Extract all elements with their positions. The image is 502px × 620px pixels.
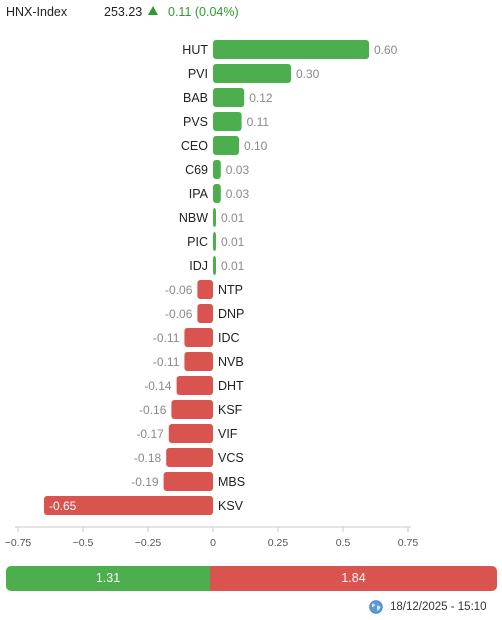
value-label: -0.11 [153,355,180,369]
category-label: DHT [218,379,244,393]
index-value: 253.23 [104,5,143,19]
category-label: PVS [183,115,208,129]
total-down-value: 1.84 [341,571,366,585]
value-label: 0.01 [221,235,245,249]
bar-nbw [213,208,216,227]
bar-hut [213,40,369,59]
bar-mbs [163,472,213,491]
value-label: 0.12 [249,91,273,105]
globe-icon [369,600,383,614]
value-label: -0.18 [134,451,162,465]
index-change: 0.11 (0.04%) [168,5,239,19]
category-label: PVI [188,67,208,81]
value-label: 0.01 [221,211,245,225]
bar-ksv [44,496,213,515]
bar-ksf [171,400,213,419]
category-label: PIC [187,235,208,249]
category-label: NTP [218,283,243,297]
up-triangle-icon [148,6,158,15]
category-label: IDC [218,331,240,345]
bar-c69 [213,160,221,179]
value-label: -0.17 [136,427,164,441]
category-label: IDJ [189,259,208,273]
total-down-segment: 1.84 [210,566,497,591]
bar-dnp [197,304,213,323]
category-label: KSV [218,499,244,513]
bar-pvs [213,112,242,131]
x-tick-label: −0.75 [5,537,32,549]
update-timestamp: 18/12/2025 - 15:10 [390,601,487,613]
bar-ntp [197,280,213,299]
value-label: 0.10 [244,139,268,153]
value-label: 0.01 [221,259,245,273]
value-label: 0.03 [226,187,250,201]
value-label: 0.30 [296,67,320,81]
category-label: IPA [189,187,209,201]
value-label: -0.06 [165,283,193,297]
category-label: NBW [179,211,208,225]
bar-dht [176,376,213,395]
bar-vcs [166,448,213,467]
x-tick-label: 0 [210,537,216,549]
x-tick-label: 0.25 [268,537,289,549]
category-label: HUT [182,43,208,57]
x-tick-label: 0.5 [336,537,351,549]
totals-bar: 1.31 1.84 [6,566,497,591]
value-label: -0.11 [153,331,180,345]
value-label: -0.19 [131,475,159,489]
bar-nvb [184,352,213,371]
category-label: DNP [218,307,244,321]
category-label: CEO [181,139,208,153]
footer: 18/12/2025 - 15:10 [369,600,497,616]
contribution-bar-chart: HUT 0.60 PVI 0.30 BAB 0.12 PVS 0.11 CEO 0.10 C69 0.… [5,40,419,549]
bar-pvi [213,64,291,83]
x-tick-label: 0.75 [398,537,419,549]
value-label: 0.11 [247,115,270,129]
value-label: -0.16 [139,403,167,417]
bar-bab [213,88,245,107]
category-label: KSF [218,403,243,417]
value-label: -0.06 [165,307,193,321]
category-label: C69 [185,163,208,177]
bar-pic [213,232,216,251]
total-up-segment: 1.31 [6,566,210,591]
total-up-value: 1.31 [95,571,121,585]
category-label: NVB [218,355,244,369]
index-name: HNX-Index [6,5,68,19]
bar-vif [168,424,213,443]
category-label: BAB [183,91,208,105]
bar-ceo [213,136,239,155]
bar-ipa [213,184,221,203]
x-tick-label: −0.25 [135,537,162,549]
bar-idj [213,256,216,275]
value-label: -0.65 [49,499,77,513]
x-tick-label: −0.5 [73,537,94,549]
bar-idc [184,328,213,347]
value-label: 0.60 [374,43,398,57]
category-label: VCS [218,451,244,465]
value-label: 0.03 [226,163,250,177]
category-label: VIF [218,427,238,441]
category-label: MBS [218,475,245,489]
value-label: -0.14 [144,379,172,393]
